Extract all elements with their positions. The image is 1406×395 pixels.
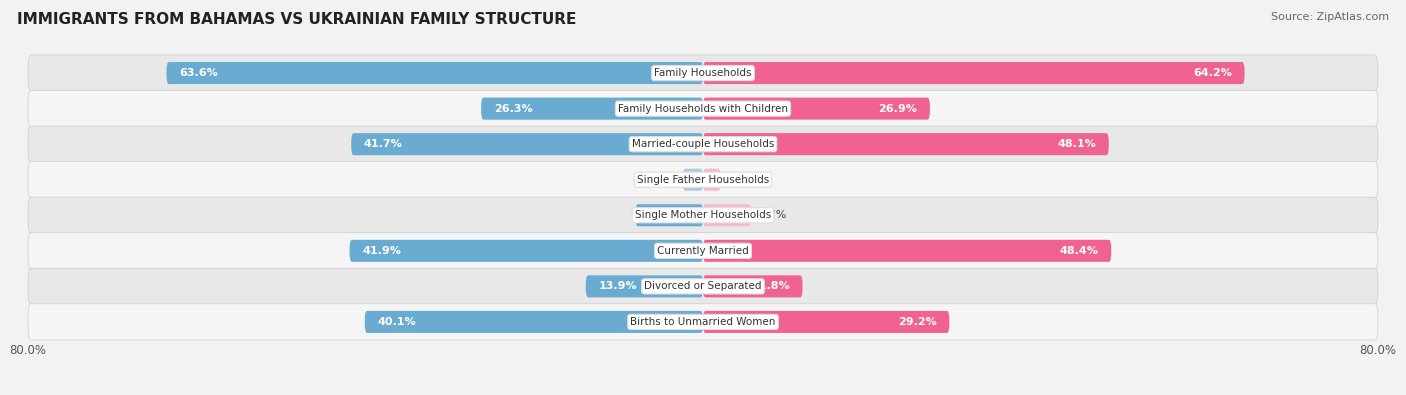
Text: Births to Unmarried Women: Births to Unmarried Women: [630, 317, 776, 327]
Text: 8.0%: 8.0%: [648, 210, 679, 220]
Text: Source: ZipAtlas.com: Source: ZipAtlas.com: [1271, 12, 1389, 22]
Text: 40.1%: 40.1%: [377, 317, 416, 327]
FancyBboxPatch shape: [28, 268, 1378, 305]
FancyBboxPatch shape: [28, 162, 1378, 198]
Text: Divorced or Separated: Divorced or Separated: [644, 281, 762, 292]
FancyBboxPatch shape: [703, 275, 803, 297]
Text: 48.1%: 48.1%: [1057, 139, 1097, 149]
FancyBboxPatch shape: [636, 204, 703, 226]
FancyBboxPatch shape: [28, 304, 1378, 340]
Text: Family Households: Family Households: [654, 68, 752, 78]
FancyBboxPatch shape: [481, 98, 703, 120]
FancyBboxPatch shape: [28, 233, 1378, 269]
Text: Family Households with Children: Family Households with Children: [619, 103, 787, 114]
Text: 63.6%: 63.6%: [179, 68, 218, 78]
Text: 48.4%: 48.4%: [1060, 246, 1098, 256]
FancyBboxPatch shape: [28, 197, 1378, 233]
Text: Currently Married: Currently Married: [657, 246, 749, 256]
Text: 13.9%: 13.9%: [599, 281, 637, 292]
FancyBboxPatch shape: [703, 133, 1109, 155]
FancyBboxPatch shape: [28, 126, 1378, 162]
FancyBboxPatch shape: [350, 240, 703, 262]
Text: 29.2%: 29.2%: [898, 317, 936, 327]
Text: 26.3%: 26.3%: [494, 103, 533, 114]
FancyBboxPatch shape: [703, 240, 1111, 262]
Text: 26.9%: 26.9%: [879, 103, 917, 114]
Text: 11.8%: 11.8%: [751, 281, 790, 292]
Text: Married-couple Households: Married-couple Households: [631, 139, 775, 149]
Text: 2.1%: 2.1%: [727, 175, 756, 185]
Text: 41.7%: 41.7%: [364, 139, 402, 149]
FancyBboxPatch shape: [28, 55, 1378, 91]
FancyBboxPatch shape: [586, 275, 703, 297]
FancyBboxPatch shape: [352, 133, 703, 155]
Text: 41.9%: 41.9%: [363, 246, 401, 256]
FancyBboxPatch shape: [703, 98, 929, 120]
FancyBboxPatch shape: [703, 62, 1244, 84]
FancyBboxPatch shape: [28, 90, 1378, 127]
Text: Single Father Households: Single Father Households: [637, 175, 769, 185]
Text: 2.4%: 2.4%: [648, 175, 676, 185]
FancyBboxPatch shape: [364, 311, 703, 333]
FancyBboxPatch shape: [683, 169, 703, 191]
FancyBboxPatch shape: [166, 62, 703, 84]
Text: Single Mother Households: Single Mother Households: [636, 210, 770, 220]
FancyBboxPatch shape: [703, 311, 949, 333]
FancyBboxPatch shape: [703, 169, 721, 191]
Text: IMMIGRANTS FROM BAHAMAS VS UKRAINIAN FAMILY STRUCTURE: IMMIGRANTS FROM BAHAMAS VS UKRAINIAN FAM…: [17, 12, 576, 27]
FancyBboxPatch shape: [703, 204, 751, 226]
Text: 64.2%: 64.2%: [1194, 68, 1232, 78]
Text: 5.7%: 5.7%: [758, 210, 786, 220]
